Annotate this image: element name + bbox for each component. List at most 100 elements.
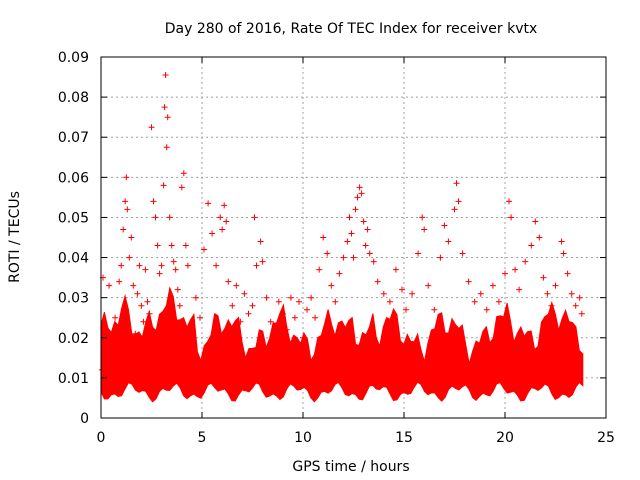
scatter-point [441, 222, 448, 229]
scatter-point [102, 390, 108, 397]
scatter-point [483, 306, 490, 313]
scatter-point [455, 198, 462, 205]
y-tick-label: 0.01 [58, 371, 89, 387]
scatter-point [130, 282, 137, 289]
scatter-point [300, 334, 306, 341]
scatter-point [419, 214, 426, 221]
scatter-point [219, 226, 226, 233]
scatter-point [249, 302, 256, 309]
chart-title: Day 280 of 2016, Rate Of TEC Index for r… [165, 21, 538, 37]
scatter-point [201, 246, 207, 253]
scatter-point [453, 180, 460, 187]
scatter-point [217, 214, 224, 221]
scatter-point [312, 314, 319, 321]
scatter-point [241, 290, 248, 297]
scatter-point [308, 294, 315, 301]
scatter-point [445, 238, 452, 245]
scatter-point [99, 366, 105, 373]
scatter-point [126, 254, 133, 261]
scatter-point [166, 214, 173, 221]
scatter-point [122, 198, 129, 205]
scatter-point [576, 294, 583, 301]
scatter-point [386, 298, 393, 305]
scatter-point [275, 298, 282, 305]
scatter-point [118, 262, 125, 269]
scatter-point [184, 262, 191, 269]
scatter-point [477, 290, 484, 297]
scatter-point [152, 214, 159, 221]
scatter-point [144, 298, 151, 305]
scatter-point [316, 266, 323, 273]
scatter-point [560, 250, 567, 257]
scatter-point [271, 330, 278, 337]
scatter-point [172, 266, 179, 273]
scatter-point [552, 282, 559, 289]
scatter-point [237, 318, 244, 325]
scatter-point [161, 104, 168, 111]
scatter-point [532, 218, 539, 225]
scatter-point [148, 124, 155, 131]
y-tick-label: 0.05 [58, 210, 89, 226]
scatter-point [178, 184, 185, 191]
scatter-point [116, 278, 123, 285]
scatter-point [354, 194, 361, 201]
scatter-point [283, 326, 290, 333]
scatter-point [502, 270, 508, 277]
scatter-point [409, 290, 416, 297]
scatter-point [112, 314, 119, 321]
scatter-point [459, 250, 466, 257]
scatter-point [267, 318, 274, 325]
x-tick-label: 25 [597, 430, 615, 446]
scatter-point [431, 306, 438, 313]
scatter-point [403, 306, 409, 313]
scatter-point [495, 298, 502, 305]
y-tick-label: 0 [80, 411, 89, 427]
scatter-point [245, 310, 252, 317]
scatter-point [180, 170, 187, 177]
dense-scatter-band [100, 286, 584, 403]
scatter-point [128, 234, 135, 241]
scatter-point [558, 238, 565, 245]
scatter-point [156, 270, 163, 277]
scatter-point [120, 226, 127, 233]
axis-ticks: 0 5 10 15 20 25 0 0.01 0.02 0.03 0.04 0.05 0.06 0.07 0… [58, 50, 615, 446]
scatter-point [399, 286, 405, 293]
x-axis-label: GPS time / hours [292, 459, 409, 475]
x-tick-label: 5 [198, 430, 207, 446]
scatter-point [528, 242, 535, 249]
scatter-point [544, 290, 551, 297]
scatter-point [344, 238, 351, 245]
scatter-point [170, 258, 177, 265]
scatter-point [124, 206, 131, 213]
scatter-point [154, 242, 161, 249]
scatter-point [522, 258, 529, 265]
scatter-point [229, 302, 236, 309]
scatter-point [471, 298, 478, 305]
scatter-point [296, 298, 302, 305]
scatter-point [512, 266, 519, 273]
scatter-point [564, 270, 571, 277]
scatter-point [138, 302, 145, 309]
scatter-point [328, 282, 335, 289]
scatter-point [233, 282, 240, 289]
y-tick-label: 0.02 [58, 331, 89, 347]
scatter-point [123, 174, 130, 181]
scatter-point [489, 282, 496, 289]
scatter-point [209, 230, 216, 237]
x-tick-label: 15 [395, 430, 413, 446]
scatter-point [336, 270, 343, 277]
scatter-points [99, 72, 585, 397]
scatter-point [146, 310, 153, 317]
scatter-point [578, 310, 585, 317]
scatter-point [257, 238, 264, 245]
x-tick-label: 20 [496, 430, 514, 446]
scatter-point [221, 202, 228, 209]
scatter-point [164, 114, 171, 121]
y-tick-label: 0.06 [58, 170, 89, 186]
dense-band-fill [100, 286, 584, 403]
scatter-point [106, 282, 113, 289]
scatter-point [350, 254, 357, 261]
